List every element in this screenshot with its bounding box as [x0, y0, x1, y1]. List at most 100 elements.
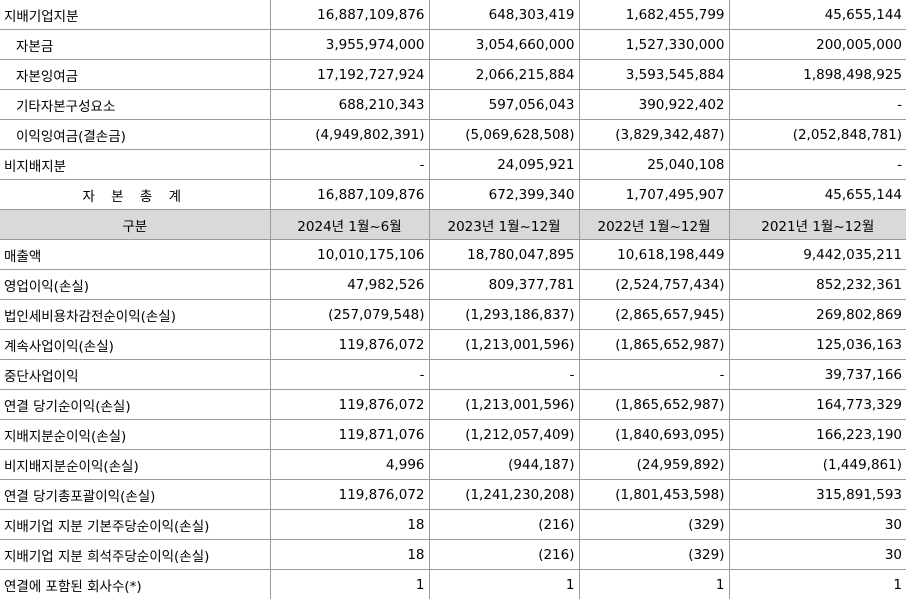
header-period: 2023년 1월~12월 [428, 209, 580, 240]
cell-value: 597,056,043 [428, 89, 580, 120]
table-row-total: 자 본 총 계 16,887,109,876 672,399,340 1,707… [0, 179, 906, 210]
row-label: 계속사업이익(손실) [0, 329, 271, 360]
cell-value: 688,210,343 [269, 89, 430, 120]
cell-value: 39,737,166 [728, 359, 906, 390]
row-label: 연결에 포함된 회사수(*) [0, 569, 271, 599]
table-row: 법인세비용차감전순이익(손실) (257,079,548) (1,293,186… [0, 299, 906, 330]
cell-value: 17,192,727,924 [269, 59, 430, 90]
table-row: 매출액 10,010,175,106 18,780,047,895 10,618… [0, 239, 906, 270]
cell-value: 672,399,340 [428, 179, 580, 210]
row-label: 지배기업 지분 기본주당순이익(손실) [0, 509, 271, 540]
table-row: 지배기업 지분 희석주당순이익(손실) 18 (216) (329) 30 [0, 539, 906, 570]
row-label: 지배기업지분 [0, 0, 271, 30]
cell-value: 2,066,215,884 [428, 59, 580, 90]
row-label: 영업이익(손실) [0, 269, 271, 300]
table-row: 기타자본구성요소 688,210,343 597,056,043 390,922… [0, 89, 906, 120]
cell-value: 24,095,921 [428, 149, 580, 180]
cell-value: 18 [269, 509, 430, 540]
row-label: 법인세비용차감전순이익(손실) [0, 299, 271, 330]
cell-value: - [728, 149, 906, 180]
cell-value: 3,955,974,000 [269, 29, 430, 60]
table-row: 비지배지분순이익(손실) 4,996 (944,187) (24,959,892… [0, 449, 906, 480]
cell-value: 269,802,869 [728, 299, 906, 330]
cell-value: - [428, 359, 580, 390]
cell-value: 3,593,545,884 [578, 59, 730, 90]
cell-value: (1,865,652,987) [578, 389, 730, 420]
cell-value: 45,655,144 [728, 0, 906, 30]
cell-value: 166,223,190 [728, 419, 906, 450]
table-row: 연결 당기순이익(손실) 119,876,072 (1,213,001,596)… [0, 389, 906, 420]
row-label: 자 본 총 계 [0, 179, 271, 210]
table-row: 연결에 포함된 회사수(*) 1 1 1 1 [0, 569, 906, 599]
table-row: 지배기업지분 16,887,109,876 648,303,419 1,682,… [0, 0, 906, 30]
cell-value: 47,982,526 [269, 269, 430, 300]
cell-value: (1,241,230,208) [428, 479, 580, 510]
cell-value: 10,618,198,449 [578, 239, 730, 270]
row-label: 자본금 [0, 29, 271, 60]
cell-value: (4,949,802,391) [269, 119, 430, 150]
cell-value: 16,887,109,876 [269, 179, 430, 210]
table-header-row: 구분 2024년 1월~6월 2023년 1월~12월 2022년 1월~12월… [0, 209, 906, 240]
cell-value: 3,054,660,000 [428, 29, 580, 60]
cell-value: (1,449,861) [728, 449, 906, 480]
cell-value: - [728, 89, 906, 120]
cell-value: 119,876,072 [269, 329, 430, 360]
cell-value: 9,442,035,211 [728, 239, 906, 270]
cell-value: 25,040,108 [578, 149, 730, 180]
cell-value: (1,801,453,598) [578, 479, 730, 510]
cell-value: 1,898,498,925 [728, 59, 906, 90]
row-label: 연결 당기순이익(손실) [0, 389, 271, 420]
header-period: 2022년 1월~12월 [578, 209, 730, 240]
cell-value: - [578, 359, 730, 390]
cell-value: 1 [578, 569, 730, 599]
cell-value: (1,212,057,409) [428, 419, 580, 450]
cell-value: 119,876,072 [269, 479, 430, 510]
cell-value: 648,303,419 [428, 0, 580, 30]
cell-value: 30 [728, 509, 906, 540]
table-row: 계속사업이익(손실) 119,876,072 (1,213,001,596) (… [0, 329, 906, 360]
table-row: 지배지분순이익(손실) 119,871,076 (1,212,057,409) … [0, 419, 906, 450]
cell-value: 390,922,402 [578, 89, 730, 120]
cell-value: (24,959,892) [578, 449, 730, 480]
row-label: 자본잉여금 [0, 59, 271, 90]
cell-value: (944,187) [428, 449, 580, 480]
header-label: 구분 [0, 209, 271, 240]
cell-value: (1,840,693,095) [578, 419, 730, 450]
cell-value: - [269, 359, 430, 390]
cell-value: (257,079,548) [269, 299, 430, 330]
cell-value: 125,036,163 [728, 329, 906, 360]
cell-value: 315,891,593 [728, 479, 906, 510]
table-row: 비지배지분 - 24,095,921 25,040,108 - [0, 149, 906, 180]
row-label: 기타자본구성요소 [0, 89, 271, 120]
cell-value: 18,780,047,895 [428, 239, 580, 270]
cell-value: 119,876,072 [269, 389, 430, 420]
row-label: 비지배지분 [0, 149, 271, 180]
cell-value: (2,524,757,434) [578, 269, 730, 300]
cell-value: 809,377,781 [428, 269, 580, 300]
row-label: 중단사업이익 [0, 359, 271, 390]
cell-value: 16,887,109,876 [269, 0, 430, 30]
cell-value: (216) [428, 509, 580, 540]
row-label: 지배기업 지분 희석주당순이익(손실) [0, 539, 271, 570]
cell-value: (2,052,848,781) [728, 119, 906, 150]
cell-value: 1,527,330,000 [578, 29, 730, 60]
cell-value: 4,996 [269, 449, 430, 480]
table-row: 이익잉여금(결손금) (4,949,802,391) (5,069,628,50… [0, 119, 906, 150]
row-label: 비지배지분순이익(손실) [0, 449, 271, 480]
cell-value: 1,682,455,799 [578, 0, 730, 30]
cell-value: (2,865,657,945) [578, 299, 730, 330]
table-row: 연결 당기총포괄이익(손실) 119,876,072 (1,241,230,20… [0, 479, 906, 510]
cell-value: 1 [728, 569, 906, 599]
table-row: 중단사업이익 - - - 39,737,166 [0, 359, 906, 390]
table-row: 지배기업 지분 기본주당순이익(손실) 18 (216) (329) 30 [0, 509, 906, 540]
table-row: 자본잉여금 17,192,727,924 2,066,215,884 3,593… [0, 59, 906, 90]
cell-value: 200,005,000 [728, 29, 906, 60]
cell-value: (1,213,001,596) [428, 389, 580, 420]
cell-value: 30 [728, 539, 906, 570]
row-label: 지배지분순이익(손실) [0, 419, 271, 450]
row-label: 연결 당기총포괄이익(손실) [0, 479, 271, 510]
header-period: 2021년 1월~12월 [728, 209, 906, 240]
cell-value: (3,829,342,487) [578, 119, 730, 150]
row-label: 이익잉여금(결손금) [0, 119, 271, 150]
